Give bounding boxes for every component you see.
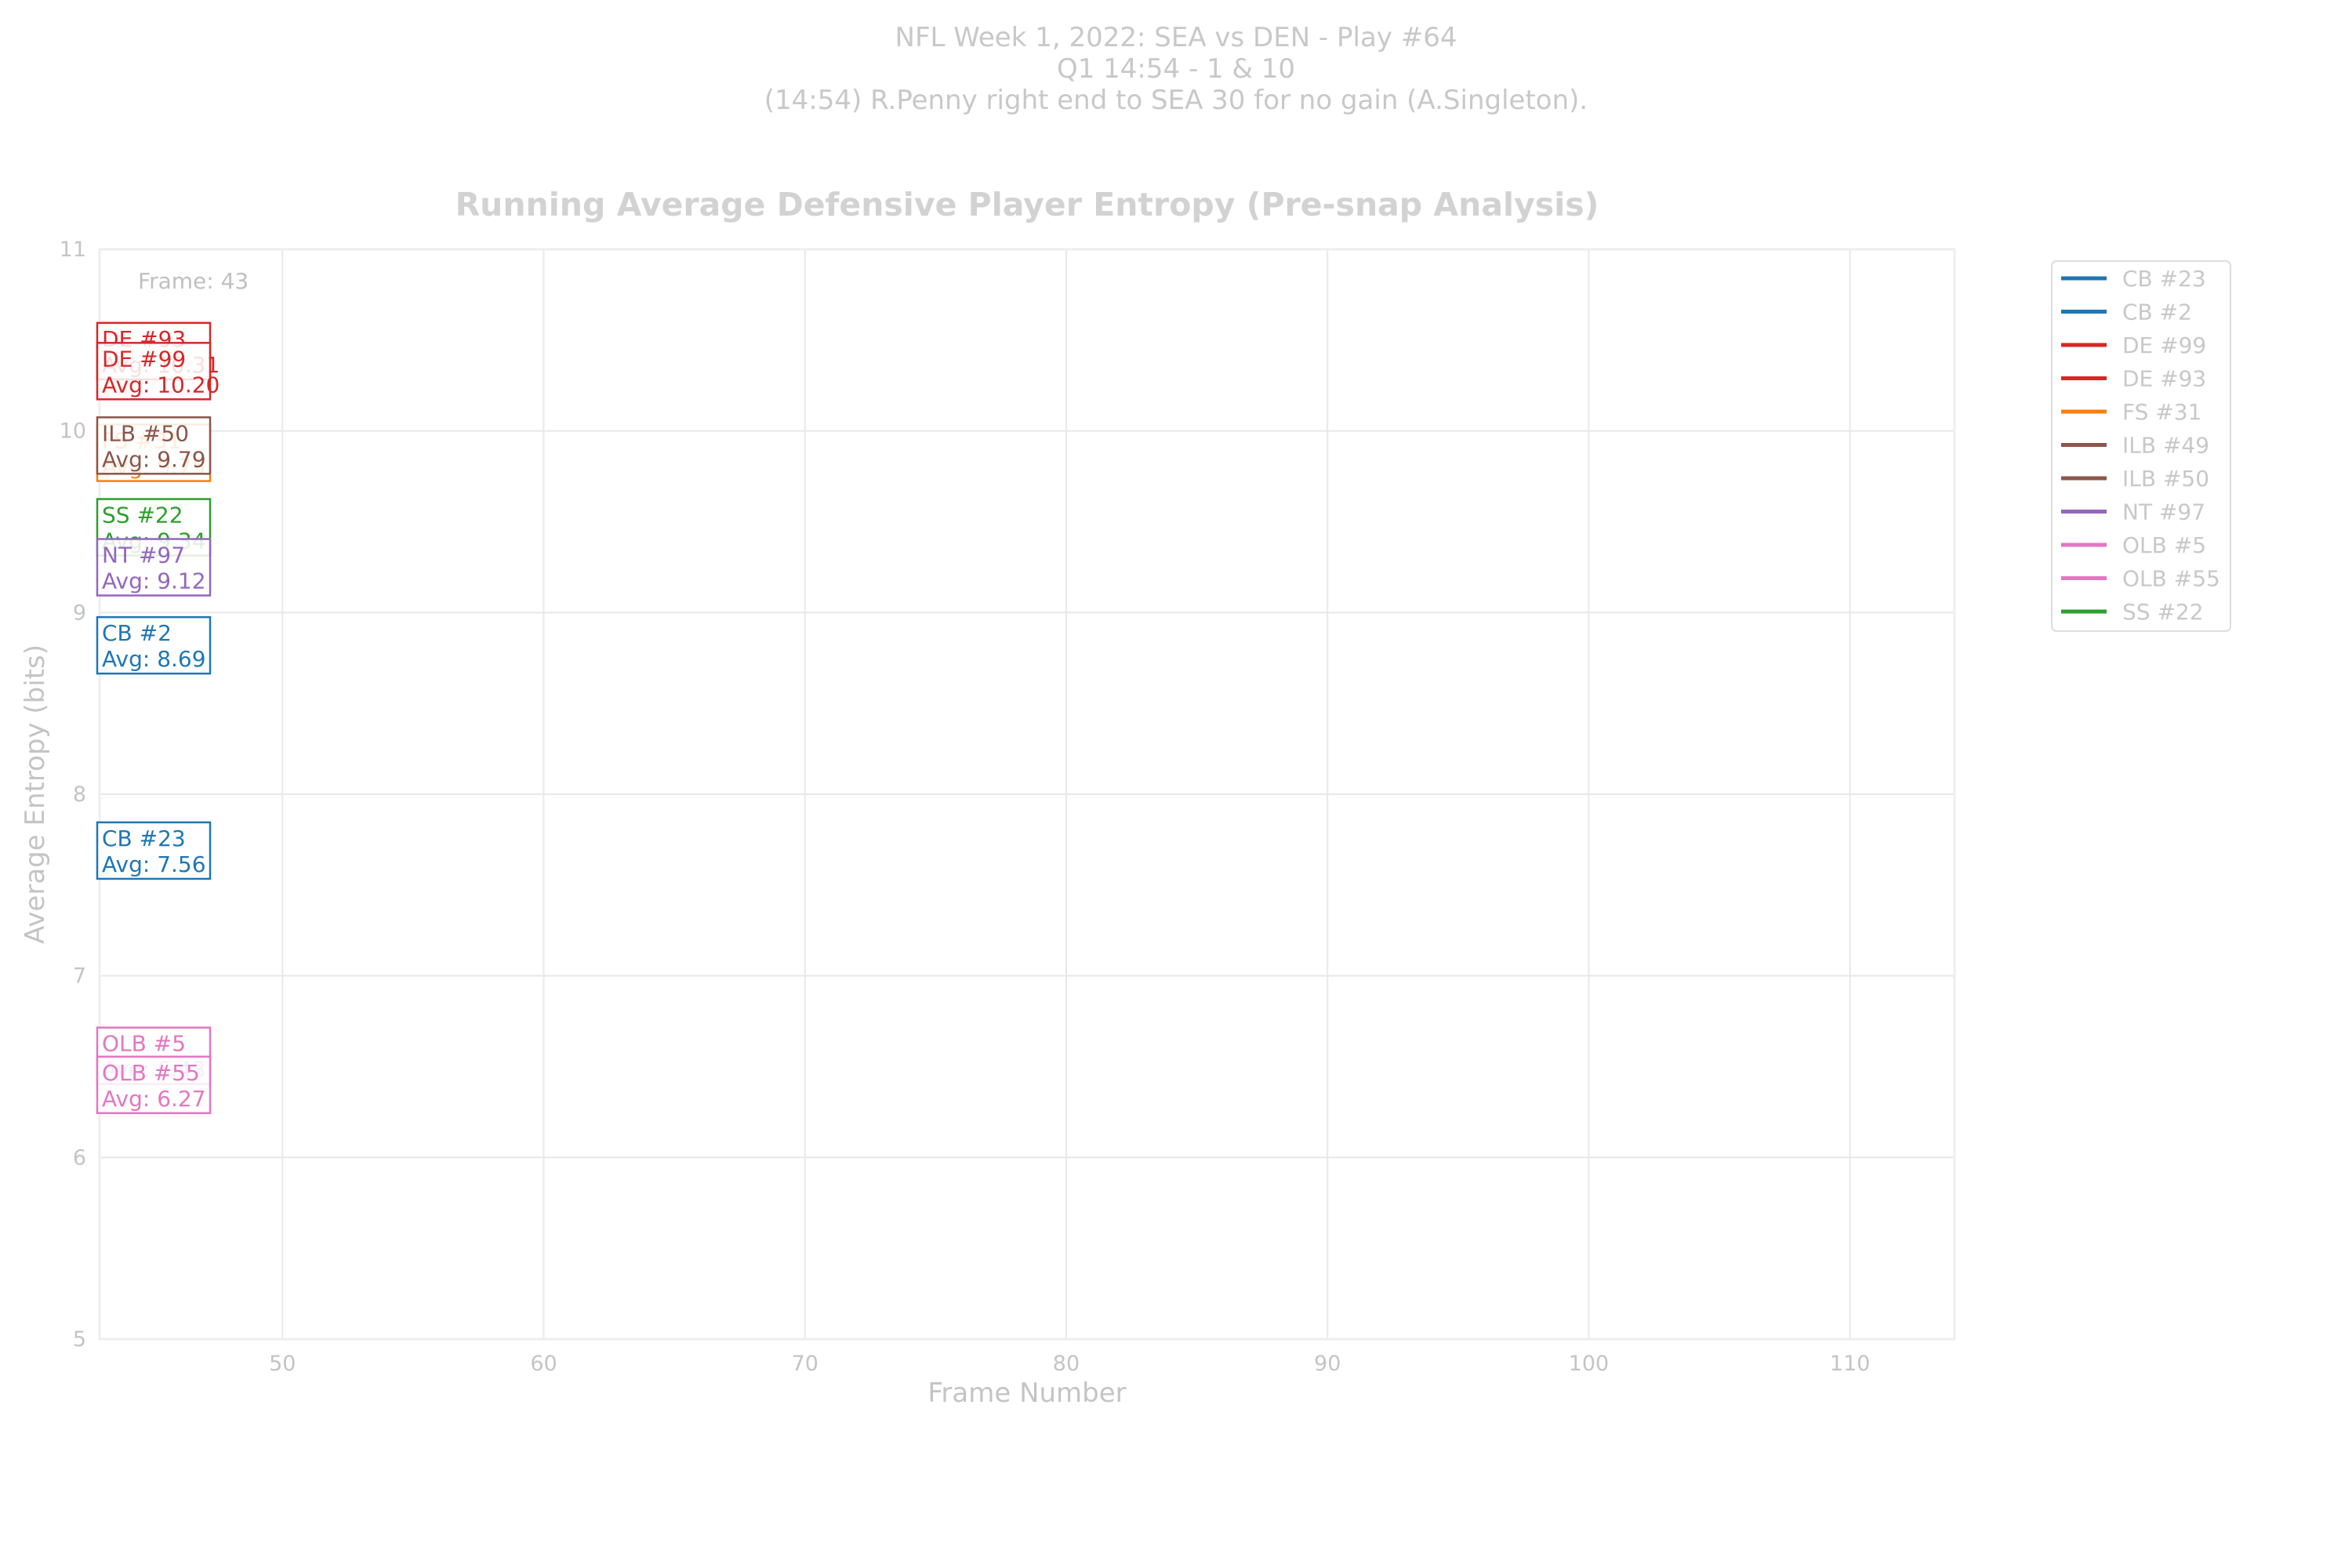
annotation-player: DE #99: [102, 346, 186, 372]
annotation-player: OLB #5: [102, 1031, 186, 1057]
annotation-average: Avg: 10.20: [102, 372, 220, 397]
annotation-player: OLB #55: [102, 1060, 200, 1086]
legend-item: CB #23: [2061, 266, 2206, 292]
legend-label: ILB #49: [2122, 433, 2209, 459]
annotation-player: NT #97: [102, 543, 185, 568]
legend-item: DE #93: [2061, 366, 2206, 392]
annotation-player: CB #2: [102, 620, 172, 646]
y-axis-ticks: 5 6 7 8 9 10 11: [60, 238, 86, 1352]
legend-item: SS #22: [2061, 599, 2204, 625]
play-situation: Q1 14:54 - 1 & 10: [1056, 53, 1296, 85]
legend-item: OLB #55: [2061, 566, 2220, 592]
legend-label: OLB #5: [2122, 532, 2206, 558]
legend-item: ILB #50: [2061, 466, 2209, 492]
annotation-average: Avg: 9.79: [102, 446, 206, 472]
legend-item: NT #97: [2061, 499, 2205, 525]
x-tick-label: 50: [269, 1352, 296, 1376]
y-axis-label: Average Entropy (bits): [20, 644, 51, 944]
legend-label: NT #97: [2122, 499, 2205, 525]
x-axis-ticks: 50 60 70 80 90 100 110: [269, 1352, 1870, 1376]
y-tick-label: 8: [73, 782, 86, 807]
annotation-box: [96, 821, 212, 880]
play-description: (14:54) R.Penny right end to SEA 30 for …: [764, 85, 1588, 116]
legend-item: CB #2: [2061, 299, 2192, 325]
annotation-box: [96, 538, 212, 597]
y-tick-label: 5: [73, 1327, 86, 1352]
plot-frame: [98, 248, 1956, 1341]
annotation-box: [96, 615, 212, 675]
x-tick-label: 100: [1569, 1352, 1610, 1376]
x-tick-label: 80: [1053, 1352, 1080, 1376]
chart-title: Running Average Defensive Player Entropy…: [456, 186, 1599, 223]
y-tick-label: 11: [60, 238, 86, 262]
legend-item: OLB #5: [2061, 532, 2206, 558]
frame-label: Frame: 43: [138, 268, 249, 294]
grid: [100, 249, 1955, 1340]
y-tick-label: 6: [73, 1145, 86, 1170]
y-tick-label: 9: [73, 601, 86, 625]
play-header: NFL Week 1, 2022: SEA vs DEN - Play #64 …: [0, 22, 2352, 116]
legend-box: [2051, 260, 2231, 632]
legend-label: DE #99: [2122, 332, 2206, 358]
annotation-average: Avg: 9.12: [102, 568, 206, 594]
y-tick-label: 7: [73, 964, 86, 989]
legend-label: FS #31: [2122, 399, 2201, 425]
legend-item: FS #31: [2061, 399, 2201, 425]
legend-label: CB #23: [2122, 266, 2206, 292]
annotation-average: Avg: 8.69: [102, 646, 206, 672]
annotation-box: [96, 342, 212, 401]
annotation-box: [96, 416, 212, 475]
annotation-player: ILB #50: [102, 420, 189, 446]
annotation-player: SS #22: [102, 503, 183, 528]
legend-label: OLB #55: [2122, 566, 2220, 592]
annotation-average: Avg: 7.56: [102, 851, 206, 877]
annotation-average: Avg: 6.27: [102, 1086, 206, 1112]
x-tick-label: 90: [1314, 1352, 1341, 1376]
legend: CB #23 CB #2 DE #99 DE #93 FS #31 ILB #49 ILB …: [2051, 260, 2231, 632]
legend-item: ILB #49: [2061, 433, 2209, 459]
legend-label: CB #2: [2122, 299, 2192, 325]
legend-label: DE #93: [2122, 366, 2206, 392]
x-tick-label: 60: [530, 1352, 557, 1376]
annotation-player: CB #23: [102, 826, 186, 851]
legend-label: SS #22: [2122, 599, 2204, 625]
annotation-box: [96, 1055, 212, 1115]
x-axis-label: Frame Number: [927, 1377, 1126, 1409]
x-tick-label: 70: [792, 1352, 818, 1376]
legend-item: DE #99: [2061, 332, 2206, 358]
x-tick-label: 110: [1830, 1352, 1871, 1376]
play-title: NFL Week 1, 2022: SEA vs DEN - Play #64: [895, 22, 1457, 53]
y-tick-label: 10: [60, 419, 86, 444]
legend-label: ILB #50: [2122, 466, 2209, 492]
